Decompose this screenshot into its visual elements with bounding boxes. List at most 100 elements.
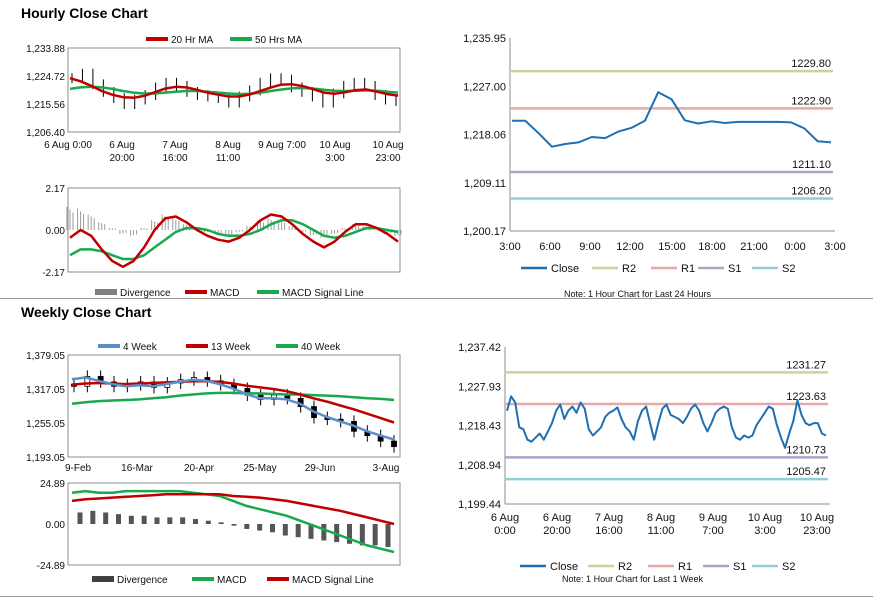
weekly-legend-13w-label: 13 Week [211,342,251,353]
weekly-candle-body [84,376,91,387]
hourly-price-frame [67,47,401,133]
weekly-levels-y-tick: 1,199.44 [458,499,501,511]
weekly-levels-legend-label: S1 [733,561,746,573]
weekly-legend-40w-label: 40 Week [301,342,341,353]
hourly-levels-x-label: 21:00 [740,241,768,253]
weekly-legend-divergence-label: Divergence [117,575,168,586]
weekly-chart-title: Weekly Close Chart [21,304,152,320]
weekly-levels-level-label-r1: 1223.63 [786,391,826,403]
hourly-x-label: 10 Aug [319,140,350,151]
weekly-divergence-bar [270,524,275,533]
weekly-levels-x-label: 6 Aug [543,512,571,524]
hourly-levels-y-tick: 1,235.95 [463,33,506,45]
hourly-x-label: 9 Aug 7:00 [258,140,306,151]
hourly-levels-close-line [512,91,832,148]
weekly-levels-x-label: 3:00 [754,525,775,537]
hourly-levels-x-label: 3:00 [499,241,520,253]
hourly-levels-note: Note: 1 Hour Chart for Last 24 Hours [564,289,712,299]
hourly-macd-frame [67,187,401,273]
weekly-levels-y-tick: 1,208.94 [458,460,501,472]
weekly-levels-note: Note: 1 Hour Chart for Last 1 Week [562,574,703,584]
weekly-levels-x-label: 7 Aug [595,512,623,524]
weekly-candle-body [391,440,397,448]
weekly-divergence-bar [154,517,160,524]
hourly-ma20-line [69,77,399,100]
weekly-levels-legend-label: Close [550,561,578,573]
hourly-ma50-line [69,85,399,96]
hourly-levels-level-label-s1: 1211.10 [792,159,831,171]
weekly-levels-x-label: 0:00 [494,525,515,537]
hourly-legend-ma50-label: 50 Hrs MA [255,35,303,46]
weekly-levels-y-tick: 1,218.43 [458,421,501,433]
hourly-price-y-tick: 1,233.88 [26,44,65,55]
weekly-divergence-bar [231,524,237,526]
weekly-ma4-line [71,376,395,441]
weekly-levels-x-label: 6 Aug [491,512,519,524]
weekly-legend-macd-label: MACD [217,575,246,586]
weekly-legend-divergence-swatch [92,576,114,582]
weekly-levels-level-label-r2: 1231.27 [786,359,826,371]
hourly-x-label: 16:00 [162,153,187,164]
hourly-macd-line [69,213,399,269]
hourly-levels-level-label-r2: 1229.80 [791,58,831,70]
weekly-divergence-bar [167,517,173,524]
hourly-levels-x-label: 3:00 [824,241,845,253]
weekly-divergence-bar [295,524,301,538]
weekly-divergence-bar [385,524,391,548]
hourly-legend-divergence-swatch [95,289,117,295]
weekly-levels-x-label: 11:00 [648,525,675,537]
weekly-x-label: 9-Feb [65,463,92,474]
hourly-levels-y-tick: 1,218.06 [463,130,506,142]
weekly-divergence-bar [180,517,186,524]
weekly-price-y-tick: 1,255.05 [26,419,65,430]
hourly-x-label: 20:00 [109,153,134,164]
weekly-levels-level-label-s2: 1205.47 [786,466,826,478]
weekly-divergence-bar [90,510,96,524]
weekly-price-y-tick: 1,379.05 [26,351,65,362]
hourly-price-y-tick: 1,206.40 [26,128,65,139]
weekly-x-label: 25-May [243,463,276,474]
weekly-price-frame [67,354,401,458]
weekly-levels-x-label: 10 Aug [748,512,782,524]
weekly-divergence-bar [359,524,365,546]
weekly-divergence-bar [116,514,121,524]
weekly-levels-legend-label: R2 [618,561,632,573]
weekly-x-label: 16-Mar [121,463,153,474]
hourly-levels-legend-label: S1 [728,263,741,275]
weekly-divergence-bar [372,524,378,546]
hourly-x-label: 6 Aug [109,140,135,151]
weekly-price-y-tick: 1,317.05 [26,385,65,396]
hourly-levels-level-label-r1: 1222.90 [791,95,831,107]
hourly-levels-y-tick: 1,200.17 [463,226,506,238]
weekly-levels-x-label: 16:00 [595,525,623,537]
weekly-legend-4w-label: 4 Week [123,342,158,353]
hourly-levels-x-label: 9:00 [579,241,600,253]
weekly-divergence-bar [347,524,352,544]
weekly-x-label: 3-Aug [373,463,400,474]
hourly-legend-ma20-label: 20 Hr MA [171,35,214,46]
hourly-levels-legend-label: S2 [782,263,795,275]
hourly-price-y-tick: 1,224.72 [26,72,65,83]
weekly-divergence-bar [308,524,314,539]
weekly-levels-legend-label: S2 [782,561,795,573]
hourly-x-label: 6 Aug 0:00 [44,140,92,151]
weekly-macd-y-tick: 0.00 [46,520,66,531]
hourly-levels-level-label-s2: 1206.20 [791,185,831,197]
hourly-macd-y-tick: -2.17 [42,268,65,279]
weekly-divergence-bar [257,524,263,531]
weekly-levels-x-label: 8 Aug [647,512,675,524]
weekly-ma13-line [71,380,395,424]
weekly-levels-x-label: 10 Aug [800,512,834,524]
hourly-levels-legend-label: R2 [622,263,636,275]
hourly-x-label: 11:00 [216,153,241,164]
weekly-divergence-bar [282,524,288,536]
hourly-levels-x-label: 0:00 [784,241,805,253]
hourly-price-y-tick: 1,215.56 [26,100,65,111]
hourly-levels-legend-label: R1 [681,263,695,275]
hourly-macd-y-tick: 2.17 [46,184,66,195]
hourly-legend-macd-label: MACD [210,288,239,299]
hourly-levels-y-tick: 1,227.00 [463,81,506,93]
weekly-levels-x-label: 9 Aug [699,512,727,524]
hourly-x-label: 3:00 [325,153,345,164]
